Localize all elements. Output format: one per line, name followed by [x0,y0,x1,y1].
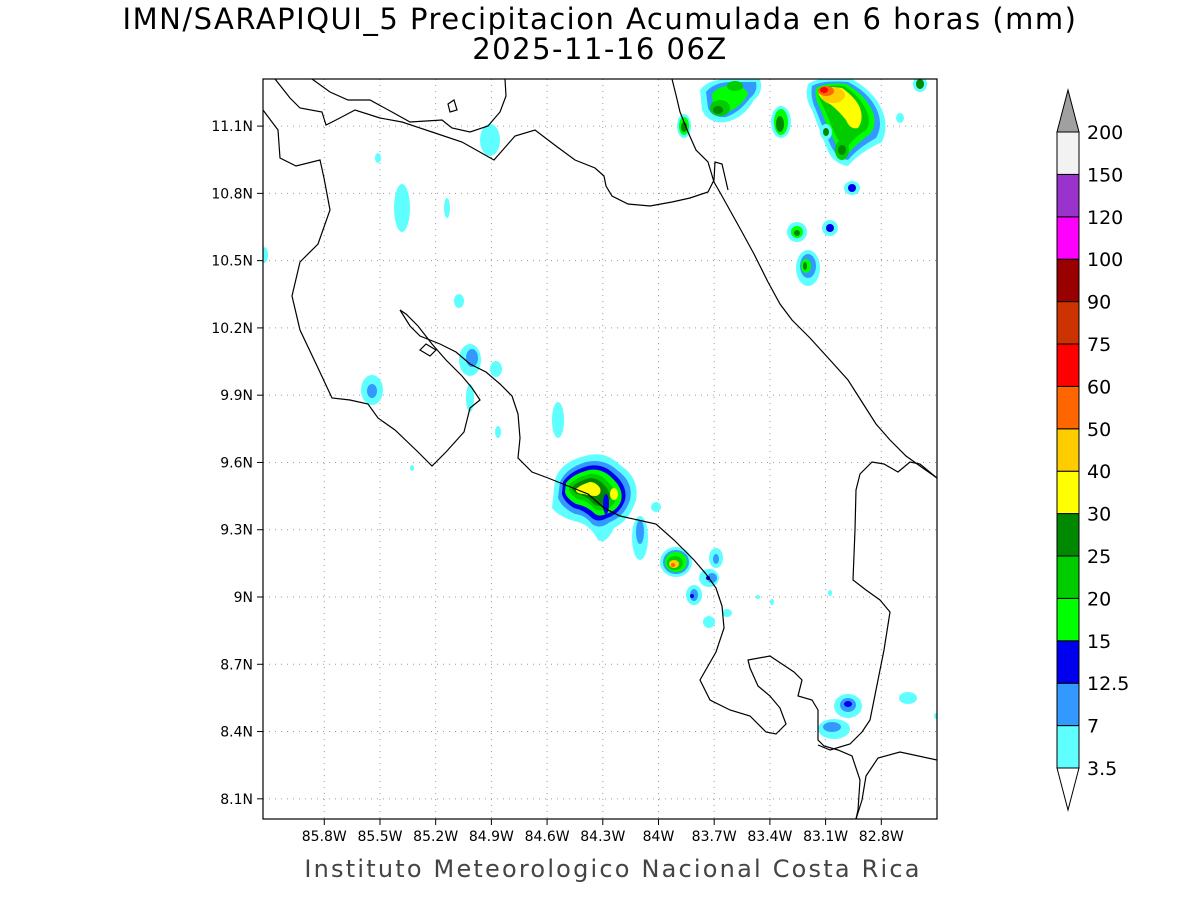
colorbar-label: 90 [1087,292,1111,314]
lat-tick-label: 8.7N [220,657,253,673]
lat-tick-label: 9N [234,590,253,606]
colorbar-label: 200 [1087,122,1123,144]
colorbar-label: 30 [1087,504,1111,526]
lat-tick-label: 10.2N [211,321,253,337]
colorbar-label: 25 [1087,546,1111,568]
colorbar-swatch [1056,428,1080,472]
colorbar-label: 100 [1087,249,1123,271]
lon-tick-label: 85.8W [302,829,347,845]
colorbar-swatch [1056,301,1080,345]
map-subtitle: 2025-11-16 06Z [472,32,728,66]
coastlines [263,79,937,819]
lat-tick-label: 8.1N [220,792,253,808]
colorbar-swatch [1056,597,1080,642]
lat-tick-label: 10.5N [211,254,253,270]
lon-tick-label: 84.6W [525,829,570,845]
colorbar-legend: 3.5 7 12.5 15 20 25 30 40 50 60 75 90 100 120 150 200 [1056,88,1129,812]
colorbar-swatch [1056,640,1080,684]
precipitation-areas [263,79,937,739]
lon-tick-label: 82.8W [859,829,904,845]
colorbar-label: 7 [1087,716,1099,738]
lat-tick-label: 9.9N [220,388,253,404]
colorbar-label: 12.5 [1087,673,1129,695]
latitude-axis: 11.1N 10.8N 10.5N 10.2N 9.9N 9.6N 9.3N 9N 8.7N 8.… [211,119,263,808]
colorbar-swatch [1056,682,1080,727]
colorbar-label: 150 [1087,164,1123,186]
lon-tick-label: 83.1W [803,829,848,845]
colorbar-swatch [1056,555,1080,599]
lat-tick-label: 10.8N [211,186,253,202]
colorbar-swatch [1056,131,1080,175]
colorbar-swatch [1056,725,1080,769]
map-frame [262,78,938,820]
lon-tick-label: 83.4W [747,829,792,845]
lat-tick-label: 9.6N [220,455,253,471]
lon-tick-label: 84.3W [580,829,625,845]
longitude-axis: 85.8W 85.5W 85.2W 84.9W 84.6W 84.3W 84W 83.7W 83… [302,819,904,845]
colorbar-swatch [1056,470,1080,515]
colorbar-swatch [1056,385,1080,430]
colorbar-label: 15 [1087,631,1111,653]
colorbar-label: 50 [1087,419,1111,441]
lon-tick-label: 85.2W [413,829,458,845]
lon-tick-label: 83.7W [692,829,737,845]
lon-tick-label: 84.9W [469,829,514,845]
colorbar-label: 20 [1087,588,1111,610]
colorbar-label: 120 [1087,207,1123,229]
colorbar-top-arrow [1056,88,1080,133]
footer-credit: Instituto Meteorologico Nacional Costa R… [304,855,922,883]
lat-tick-label: 8.4N [220,725,253,741]
colorbar-swatch [1056,343,1080,387]
colorbar-label: 3.5 [1087,758,1117,780]
lon-tick-label: 84W [643,829,675,845]
colorbar-swatch [1056,258,1080,303]
lat-tick-label: 9.3N [220,523,253,539]
colorbar-bottom-arrow [1056,767,1080,812]
colorbar-label: 75 [1087,334,1111,356]
colorbar-swatch [1056,173,1080,218]
colorbar-swatch [1056,216,1080,260]
lon-tick-label: 85.5W [357,829,402,845]
lat-tick-label: 11.1N [211,119,253,135]
colorbar-swatch [1056,513,1080,557]
map-title: IMN/SARAPIQUI_5 Precipitacion Acumulada … [122,2,1078,36]
colorbar-label: 40 [1087,461,1111,483]
colorbar-label: 60 [1087,376,1111,398]
